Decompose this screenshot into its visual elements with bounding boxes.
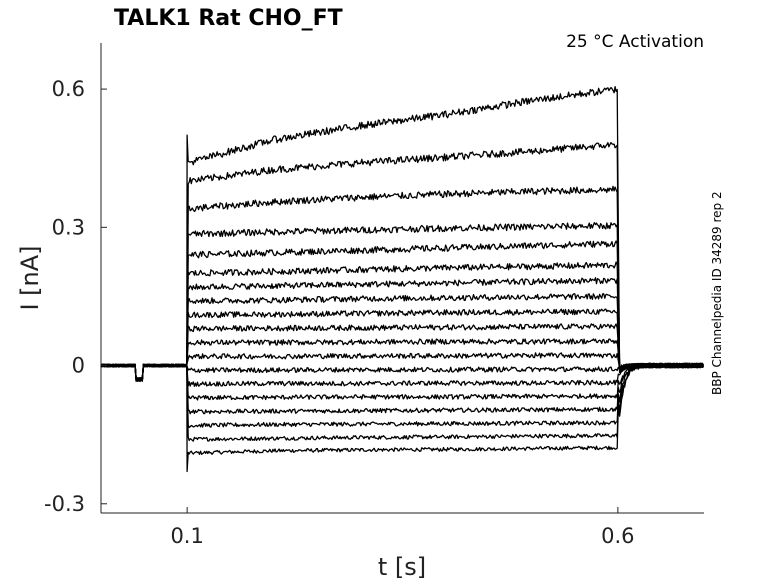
current-trace-10 [100, 323, 704, 382]
current-trace-13 [100, 277, 704, 382]
plot-area: -0.3 0 0.3 0.6 0.1 0.6 [44, 43, 704, 548]
current-trace-12 [100, 293, 704, 382]
current-trace-14 [100, 261, 704, 381]
current-trace-1 [100, 362, 704, 473]
current-trace-15 [100, 240, 704, 382]
chart-title: TALK1 Rat CHO_FT [114, 6, 343, 31]
current-trace-16 [100, 222, 704, 382]
condition-annotation: 25 °C Activation [566, 32, 704, 52]
current-trace-5 [100, 362, 704, 401]
current-trace-7 [100, 362, 704, 382]
y-tick-label: 0.6 [52, 77, 85, 101]
current-trace-2 [100, 362, 704, 442]
y-tick-label: 0 [72, 354, 85, 378]
current-trace-8 [100, 352, 704, 382]
x-ticks: 0.1 0.6 [170, 507, 635, 548]
y-axis-label: I [nA] [16, 245, 44, 310]
current-trace-17 [100, 185, 704, 382]
x-axis-label: t [s] [378, 553, 426, 581]
current-trace-4 [100, 362, 704, 415]
x-tick-label: 0.1 [170, 524, 203, 548]
current-trace-19 [100, 86, 704, 382]
channelpedia-id-note: BBP Channelpedia ID 34289 rep 2 [710, 191, 724, 395]
current-traces [100, 86, 704, 473]
y-ticks: -0.3 0 0.3 0.6 [44, 77, 107, 516]
current-trace-11 [100, 308, 704, 382]
x-tick-label: 0.6 [601, 524, 634, 548]
current-trace-3 [101, 362, 704, 429]
y-tick-label: 0.3 [52, 215, 85, 239]
current-trace-18 [100, 141, 704, 381]
current-trace-6 [100, 362, 704, 387]
current-trace-9 [100, 338, 704, 381]
y-tick-label: -0.3 [44, 492, 85, 516]
